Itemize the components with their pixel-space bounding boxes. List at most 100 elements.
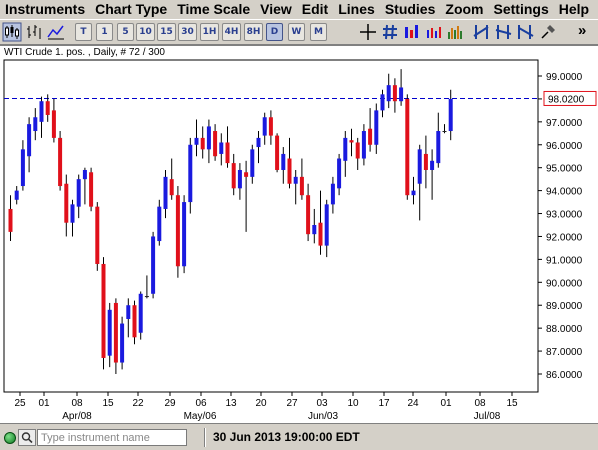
candle-body <box>343 137 348 161</box>
timescale-button-1[interactable]: 1 <box>96 23 113 41</box>
draw-channel-icon[interactable] <box>494 22 514 42</box>
zoom-out-icon[interactable] <box>424 22 444 42</box>
grid-icon[interactable] <box>380 22 400 42</box>
candle-body <box>306 195 311 235</box>
price-tick-label: 96.0000 <box>546 141 583 152</box>
toolbar-overflow-button[interactable]: » <box>578 22 587 39</box>
price-tick-label: 87.0000 <box>546 347 583 358</box>
candle-body <box>113 302 118 363</box>
price-tick-label: 86.0000 <box>546 370 583 381</box>
candle <box>306 183 311 242</box>
timescale-button-4h[interactable]: 4H <box>222 23 241 41</box>
candle-body <box>436 131 441 164</box>
candle-body <box>275 135 280 170</box>
candle <box>337 153 342 196</box>
candle-body <box>361 131 366 159</box>
draw-trendline-icon[interactable] <box>472 22 492 42</box>
timescale-button-30[interactable]: 30 <box>178 23 197 41</box>
candle <box>287 137 292 189</box>
draw-fibonacci-icon[interactable] <box>516 22 536 42</box>
menu-lines[interactable]: Lines <box>338 1 375 17</box>
candle <box>113 298 118 374</box>
candle-body <box>107 309 112 356</box>
month-label: Apr/08 <box>62 411 92 422</box>
menu-view[interactable]: View <box>260 1 292 17</box>
bar-chart-icon[interactable] <box>24 22 44 42</box>
candle-body <box>200 137 205 150</box>
candle <box>89 167 94 212</box>
candle <box>299 158 304 200</box>
candle <box>237 163 242 200</box>
menu-studies[interactable]: Studies <box>384 1 436 17</box>
candle-body <box>268 117 273 136</box>
menu-settings[interactable]: Settings <box>493 1 549 17</box>
timescale-button-8h[interactable]: 8H <box>244 23 263 41</box>
candle-body <box>163 176 168 209</box>
candle-body <box>157 206 162 242</box>
candlestick-chart-icon[interactable] <box>2 22 22 42</box>
candle <box>157 199 162 246</box>
price-tick-label: 93.0000 <box>546 210 583 221</box>
candle-body <box>231 163 236 189</box>
candle-body <box>27 124 32 157</box>
candle-body <box>225 142 230 164</box>
candle-body <box>262 117 267 136</box>
timescale-button-m[interactable]: M <box>310 23 327 41</box>
chart-title: WTI Crude 1. pos. , Daily, # 72 / 300 <box>4 47 165 58</box>
menu-help[interactable]: Help <box>558 1 590 17</box>
chart-panel[interactable]: WTI Crude 1. pos. , Daily, # 72 / 300 99… <box>0 45 598 424</box>
pin-icon[interactable] <box>538 22 558 42</box>
candle <box>268 110 273 145</box>
timescale-button-d[interactable]: D <box>266 23 283 41</box>
timescale-button-10[interactable]: 10 <box>136 23 155 41</box>
menu-chart-type[interactable]: Chart Type <box>95 1 168 17</box>
crosshair-icon[interactable] <box>358 22 378 42</box>
candle-body <box>151 236 156 294</box>
candle <box>405 94 410 200</box>
status-separator <box>204 428 206 447</box>
date-tick-label: 06 <box>195 398 207 409</box>
volume-bars-icon[interactable] <box>446 22 466 42</box>
candle <box>120 316 125 370</box>
instrument-search-button[interactable] <box>18 429 36 446</box>
menu-instruments[interactable]: Instruments <box>5 1 86 17</box>
timescale-button-w[interactable]: W <box>288 23 305 41</box>
zoom-in-icon[interactable] <box>402 22 422 42</box>
candle-body <box>126 305 131 319</box>
current-price-box <box>543 90 597 106</box>
candle <box>386 73 391 109</box>
candle-body <box>51 110 56 138</box>
candle <box>70 199 75 237</box>
candle-body <box>213 131 218 157</box>
timescale-button-t[interactable]: T <box>75 23 92 41</box>
menu-edit[interactable]: Edit <box>301 1 329 17</box>
candle-body <box>82 169 87 180</box>
price-chart[interactable]: 99.000098.000097.000096.000095.000094.00… <box>0 46 598 424</box>
candle <box>182 195 187 274</box>
candle-body <box>399 87 404 102</box>
timescale-button-5[interactable]: 5 <box>117 23 134 41</box>
candle <box>188 137 193 214</box>
candle <box>58 131 63 191</box>
line-chart-icon[interactable] <box>46 22 66 42</box>
date-tick-label: 08 <box>71 398 83 409</box>
candle <box>231 153 236 196</box>
candle <box>442 124 447 134</box>
candle-body <box>299 176 304 196</box>
candle <box>95 202 100 271</box>
candle-body <box>206 126 211 150</box>
instrument-name-input[interactable] <box>37 429 187 446</box>
candle <box>330 176 335 214</box>
price-tick-label: 99.0000 <box>546 72 583 83</box>
timescale-button-15[interactable]: 15 <box>157 23 176 41</box>
menu-zoom[interactable]: Zoom <box>445 1 484 17</box>
timescale-button-1h[interactable]: 1H <box>200 23 219 41</box>
candle-body <box>250 149 255 177</box>
candle <box>213 124 218 161</box>
menu-time-scale[interactable]: Time Scale <box>177 1 251 17</box>
month-label: May/06 <box>184 411 217 422</box>
candle <box>293 169 298 205</box>
candle-body <box>39 101 44 122</box>
candle <box>33 108 38 141</box>
candle-body <box>256 137 261 148</box>
